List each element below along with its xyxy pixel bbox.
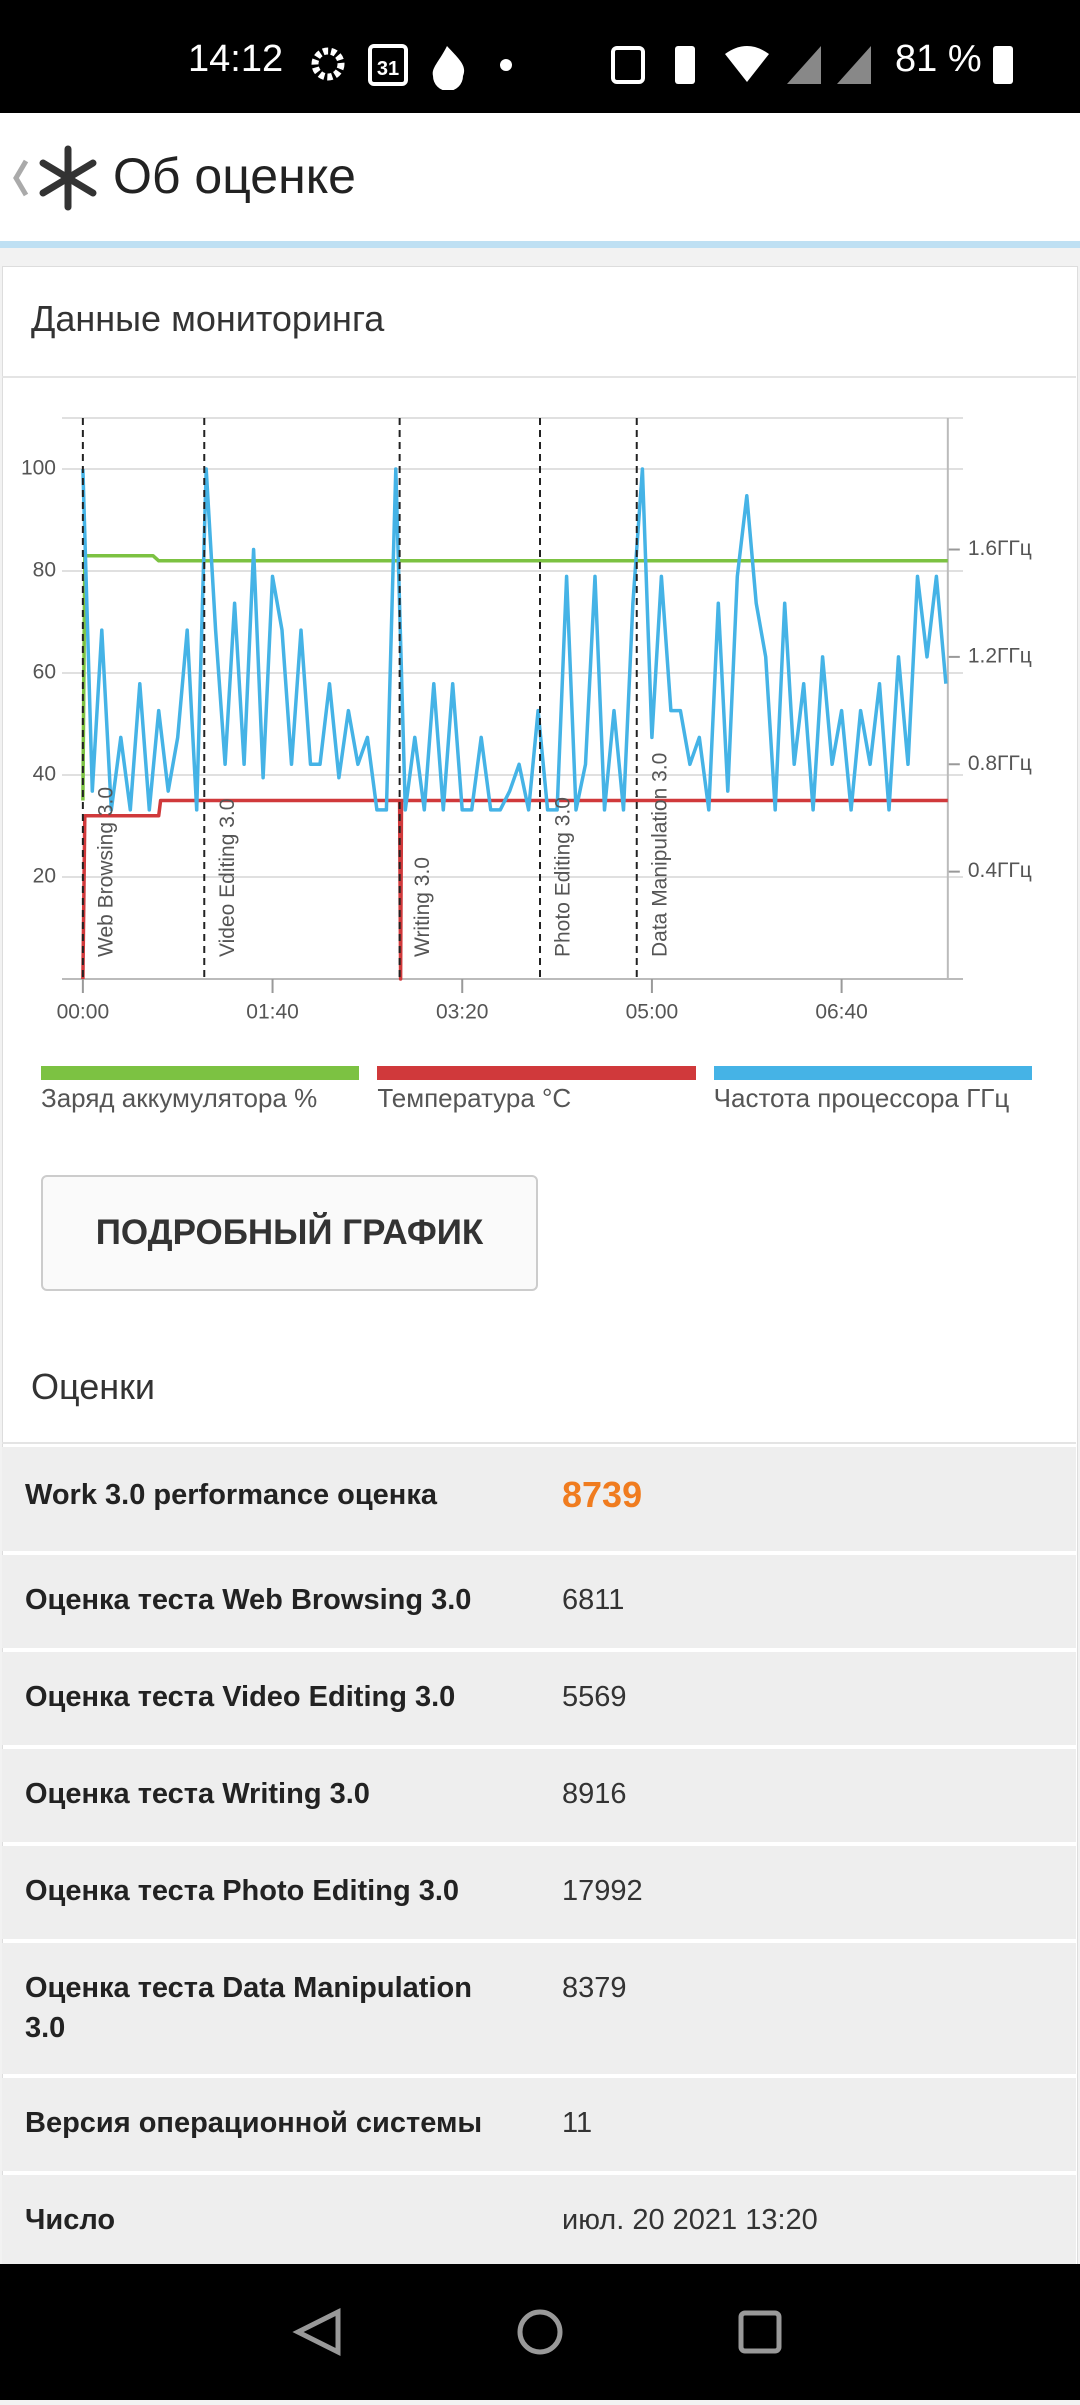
recents-button[interactable]: [738, 2310, 782, 2354]
app-icon: [13, 145, 97, 211]
nav-bar: [0, 2264, 1080, 2400]
battery-icon: [993, 46, 1013, 84]
y2-tick-label: 1.2ГГц: [968, 644, 1032, 667]
home-button[interactable]: [517, 2309, 563, 2355]
score-row: Work 3.0 performance оценка 8739: [2, 1447, 1076, 1551]
y-tick-label: 40: [33, 763, 56, 786]
score-label: Оценка теста Video Editing 3.0: [25, 1681, 456, 1713]
signal-icon: [837, 46, 871, 84]
score-label: Число: [25, 2204, 116, 2236]
app-bar: Об оценке: [0, 113, 1080, 241]
detail-button[interactable]: ПОДРОБНЫЙ ГРАФИК: [41, 1175, 538, 1291]
score-value: 8916: [562, 1778, 627, 1810]
back-button[interactable]: [292, 2307, 341, 2357]
dot-icon: [500, 59, 512, 71]
test-label: Video Editing 3.0: [216, 799, 239, 957]
score-row: Оценка теста Writing 3.0 8916: [2, 1749, 1076, 1842]
legend-swatch: [377, 1066, 696, 1080]
battery-level: 81 %: [895, 38, 982, 80]
score-value: 8379: [562, 1972, 627, 2004]
score-row: Версия операционной системы 11: [2, 2078, 1076, 2171]
legend-label: Частота процессора ГГц: [713, 1083, 1010, 1113]
wifi-icon: [725, 46, 769, 82]
score-row: Число июл. 20 2021 13:20: [2, 2175, 1076, 2268]
y-tick-label: 20: [33, 865, 56, 888]
section-title: Данные мониторинга: [31, 298, 385, 339]
score-value: 8739: [562, 1474, 643, 1515]
section-title: Оценки: [31, 1366, 155, 1407]
x-tick-label: 01:40: [246, 1001, 299, 1024]
divider: [0, 241, 1080, 248]
score-row: Оценка теста Photo Editing 3.0 17992: [2, 1846, 1076, 1939]
score-value: 11: [562, 2107, 593, 2139]
test-label: Web Browsing 3.0: [94, 787, 117, 957]
y2-tick-label: 0.8ГГц: [968, 752, 1032, 775]
score-row: Оценка теста Data Manipulation 3.0 8379: [2, 1943, 1076, 2074]
y-tick-label: 80: [33, 559, 56, 582]
page-title: Об оценке: [113, 148, 356, 204]
status-icons: 31: [311, 44, 1013, 90]
test-label: Data Manipulation 3.0: [648, 753, 671, 957]
score-value: 17992: [562, 1875, 643, 1907]
vibrate-icon: [675, 46, 695, 84]
legend-swatch: [713, 1066, 1032, 1080]
legend-swatch: [41, 1066, 360, 1080]
calendar-icon: [368, 44, 408, 86]
score-label: Оценка теста Data Manipulation 3.0: [25, 1972, 472, 2044]
score-row: Оценка теста Web Browsing 3.0 6811: [2, 1555, 1076, 1648]
score-value: 6811: [562, 1584, 625, 1616]
y-tick-label: 60: [33, 661, 56, 684]
nav-buttons: [292, 2307, 782, 2357]
x-tick-label: 03:20: [436, 1001, 489, 1024]
series-line: [81, 798, 948, 981]
divider: [2, 1442, 1076, 1444]
series-line: [81, 467, 948, 812]
score-value: 5569: [562, 1681, 627, 1713]
fire-icon: [432, 46, 465, 90]
chart: 20 40 60 80 100 0.4ГГц 0.8ГГц 1.2ГГц 1.6ГГц 00:00…: [21, 417, 1032, 1024]
y2-tick-label: 1.6ГГц: [968, 537, 1032, 560]
score-label: Оценка теста Web Browsing 3.0: [25, 1584, 472, 1616]
nfc-icon: [611, 46, 645, 84]
score-label: Версия операционной системы: [25, 2107, 483, 2139]
score-label: Оценка теста Writing 3.0: [25, 1778, 370, 1810]
score-label: Work 3.0 performance оценка: [25, 1479, 437, 1511]
score-label: Оценка теста Photo Editing 3.0: [25, 1875, 460, 1907]
clock: 14:12: [188, 38, 284, 80]
y-tick-label: 100: [21, 457, 56, 480]
y2-tick-label: 0.4ГГц: [968, 859, 1032, 882]
x-tick-label: 05:00: [626, 1001, 679, 1024]
settings-icon: [311, 47, 345, 81]
status-bar: 14:12 31 81 %: [0, 0, 1080, 113]
calendar-day: 31: [377, 58, 399, 80]
score-row: Оценка теста Video Editing 3.0 5569: [2, 1652, 1076, 1745]
series-line: [81, 553, 948, 801]
score-value: июл. 20 2021 13:20: [562, 2204, 818, 2236]
signal-icon: [787, 46, 821, 84]
divider: [2, 376, 1076, 378]
x-tick-label: 06:40: [815, 1001, 868, 1024]
x-tick-label: 00:00: [57, 1001, 110, 1024]
test-label: Photo Editing 3.0: [552, 797, 575, 957]
legend-label: Температура °C: [377, 1083, 572, 1113]
legend-label: Заряд аккумулятора %: [41, 1083, 318, 1113]
test-label: Writing 3.0: [411, 857, 434, 957]
back-chevron[interactable]: [13, 159, 29, 197]
